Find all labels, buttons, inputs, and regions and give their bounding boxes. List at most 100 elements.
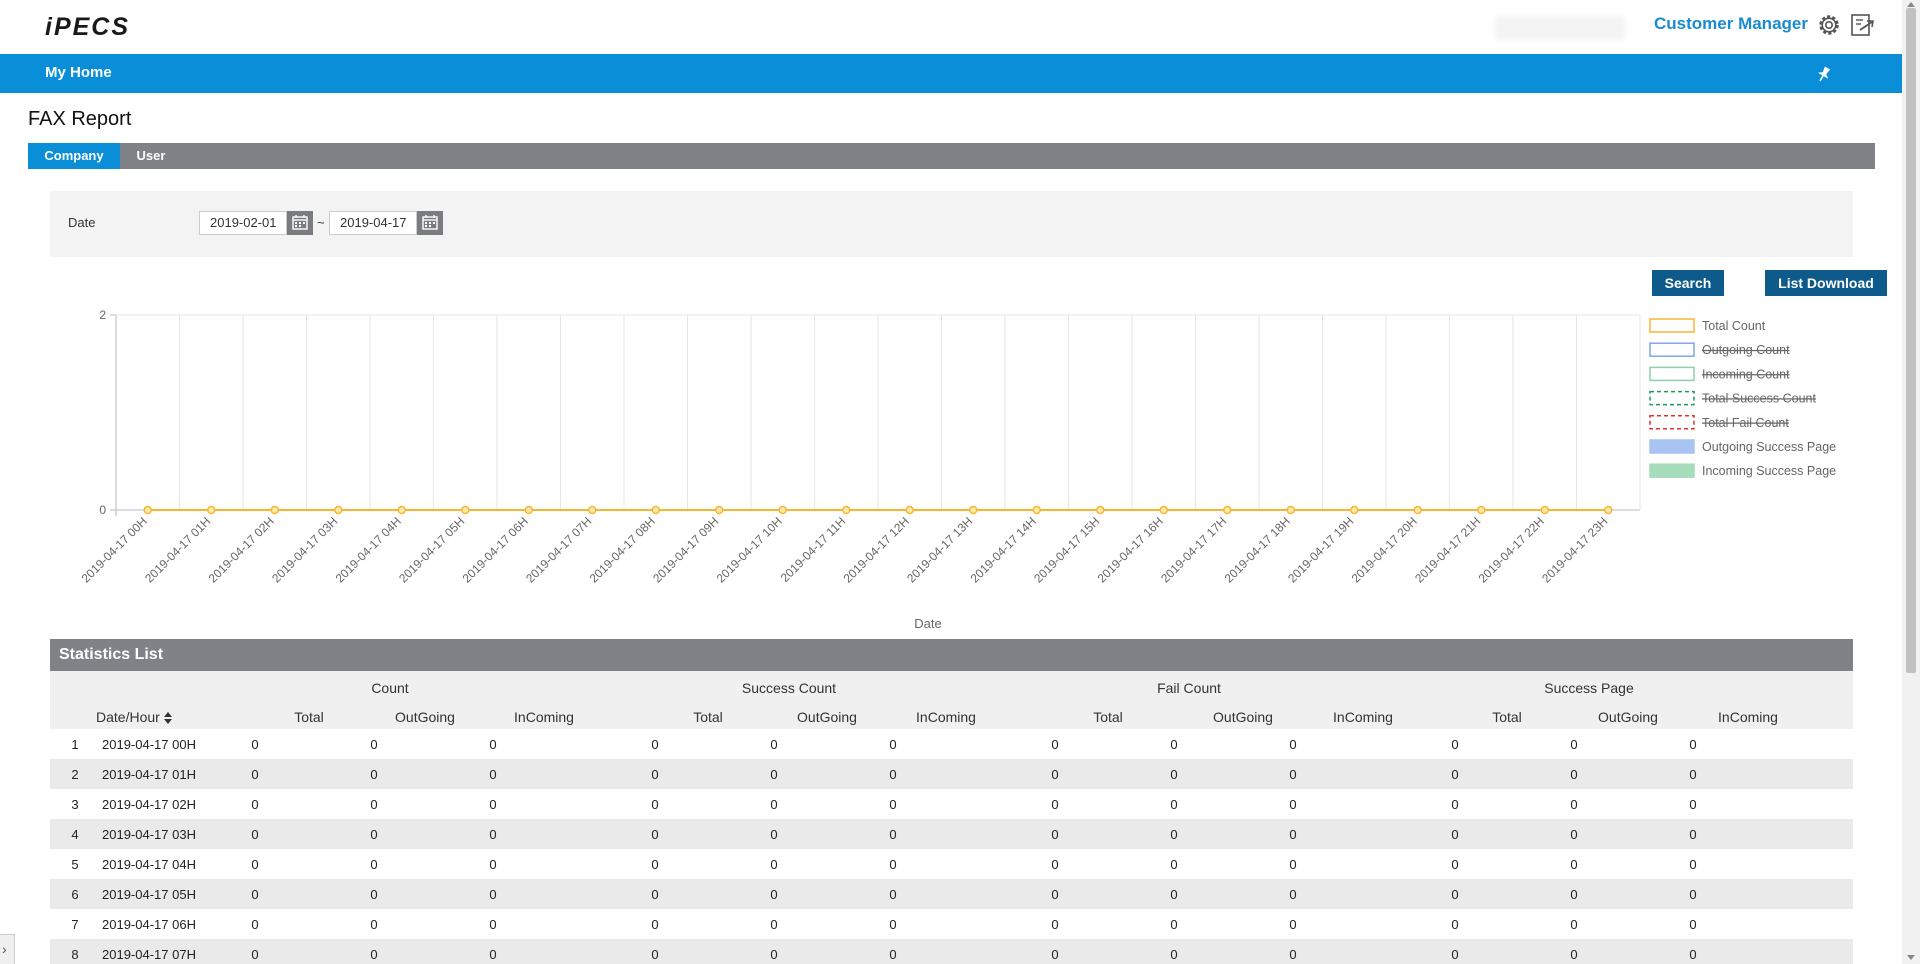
row-value-cell: 0 (1451, 737, 1459, 752)
row-value-cell: 0 (1451, 797, 1459, 812)
start-date-input[interactable]: 2019-02-01 (199, 211, 287, 235)
x-tick-label: 2019-04-17 20H (1349, 514, 1420, 585)
row-value-cell: 0 (1051, 827, 1059, 842)
table-row: 3 2019-04-17 02H 0 0 0 0 0 0 0 0 0 0 0 0 (50, 789, 1853, 819)
row-value-cell: 0 (1689, 857, 1697, 872)
column-header-total: Total (1093, 709, 1123, 725)
user-role-link[interactable]: Customer Manager (1654, 14, 1808, 33)
row-value-cell: 0 (1570, 947, 1578, 962)
legend-label: Incoming Success Page (1702, 464, 1836, 478)
scroll-down-icon[interactable] (1907, 955, 1915, 960)
legend-label: Total Success Count (1702, 392, 1816, 406)
row-value-cell: 0 (651, 917, 659, 932)
row-value-cell: 0 (251, 737, 259, 752)
legend-label: Outgoing Count (1702, 343, 1790, 357)
x-tick-label: 2019-04-17 13H (904, 514, 975, 585)
data-point (1159, 505, 1168, 515)
nav-my-home[interactable]: My Home (45, 64, 112, 81)
pin-icon[interactable] (1813, 63, 1835, 85)
row-value-cell: 0 (370, 947, 378, 962)
y-tick-label: 0 (99, 503, 106, 517)
row-value-cell: 0 (1289, 767, 1297, 782)
data-point (461, 505, 470, 515)
row-value-cell: 0 (1289, 947, 1297, 962)
column-header-incoming: InComing (514, 709, 574, 725)
row-value-cell: 0 (251, 767, 259, 782)
date-hour-column-header[interactable]: Date/Hour (96, 709, 196, 725)
list-download-button[interactable]: List Download (1765, 270, 1887, 296)
row-value-cell: 0 (1170, 827, 1178, 842)
row-value-cell: 0 (651, 737, 659, 752)
row-value-cell: 0 (651, 857, 659, 872)
gear-icon[interactable] (1816, 12, 1842, 38)
column-header-total: Total (1492, 709, 1522, 725)
calendar-icon[interactable] (287, 211, 313, 235)
column-header-outgoing: OutGoing (395, 709, 455, 725)
logout-icon[interactable] (1849, 12, 1875, 38)
table-row: 1 2019-04-17 00H 0 0 0 0 0 0 0 0 0 0 0 0 (50, 729, 1853, 759)
row-number: 2 (71, 767, 79, 782)
data-point (397, 505, 406, 515)
data-point (524, 505, 533, 515)
search-button[interactable]: Search (1652, 270, 1724, 296)
row-value-cell: 0 (1570, 797, 1578, 812)
tab-company[interactable]: Company (28, 143, 120, 169)
page-scrollbar[interactable] (1902, 0, 1920, 964)
table-row: 4 2019-04-17 03H 0 0 0 0 0 0 0 0 0 0 0 0 (50, 819, 1853, 849)
row-date-hour: 2019-04-17 06H (102, 917, 196, 932)
legend-swatch (1649, 342, 1695, 357)
x-tick-label: 2019-04-17 11H (778, 514, 849, 585)
column-header-total: Total (294, 709, 324, 725)
data-point (588, 505, 597, 515)
legend-label: Total Fail Count (1702, 416, 1789, 430)
row-value-cell: 0 (1451, 857, 1459, 872)
row-value-cell: 0 (1451, 767, 1459, 782)
data-point (905, 505, 914, 515)
row-value-cell: 0 (1689, 767, 1697, 782)
row-value-cell: 0 (889, 857, 897, 872)
x-tick-label: 2019-04-17 04H (333, 514, 404, 585)
row-value-cell: 0 (489, 827, 497, 842)
side-panel-toggle[interactable]: › (0, 934, 15, 964)
scroll-up-icon[interactable] (1907, 2, 1915, 7)
data-point (1350, 505, 1359, 515)
column-header-outgoing: OutGoing (1213, 709, 1273, 725)
x-tick-label: 2019-04-17 12H (841, 514, 912, 585)
row-value-cell: 0 (1289, 887, 1297, 902)
date-range-separator: ~ (317, 215, 325, 230)
x-tick-label: 2019-04-17 08H (587, 514, 658, 585)
sort-icon[interactable] (163, 712, 172, 725)
row-value-cell: 0 (889, 917, 897, 932)
legend-swatch (1649, 318, 1695, 333)
row-value-cell: 0 (770, 947, 778, 962)
row-value-cell: 0 (770, 797, 778, 812)
end-date-input[interactable]: 2019-04-17 (329, 211, 417, 235)
scrollbar-thumb[interactable] (1906, 8, 1916, 673)
statistics-table-body: 1 2019-04-17 00H 0 0 0 0 0 0 0 0 0 0 0 0 2 2019-04-17 0… (50, 729, 1853, 964)
x-tick-label: 2019-04-17 15H (1031, 514, 1102, 585)
row-value-cell: 0 (1051, 947, 1059, 962)
calendar-icon[interactable] (417, 211, 443, 235)
row-number: 5 (71, 857, 79, 872)
row-value-cell: 0 (770, 737, 778, 752)
row-value-cell: 0 (1051, 857, 1059, 872)
tab-user[interactable]: User (136, 148, 166, 163)
data-point (143, 505, 152, 515)
data-point (1413, 505, 1422, 515)
row-date-hour: 2019-04-17 01H (102, 767, 196, 782)
legend-swatch (1649, 439, 1695, 454)
legend-label: Incoming Count (1702, 367, 1790, 381)
row-value-cell: 0 (770, 827, 778, 842)
data-point (1477, 505, 1486, 515)
row-value-cell: 0 (1689, 887, 1697, 902)
row-value-cell: 0 (770, 767, 778, 782)
data-point (778, 505, 787, 515)
row-value-cell: 0 (1170, 857, 1178, 872)
row-date-hour: 2019-04-17 00H (102, 737, 196, 752)
date-label: Date (68, 215, 96, 230)
blurred-user-info (1495, 16, 1625, 40)
row-value-cell: 0 (770, 917, 778, 932)
row-value-cell: 0 (370, 857, 378, 872)
row-value-cell: 0 (489, 767, 497, 782)
row-value-cell: 0 (1170, 797, 1178, 812)
